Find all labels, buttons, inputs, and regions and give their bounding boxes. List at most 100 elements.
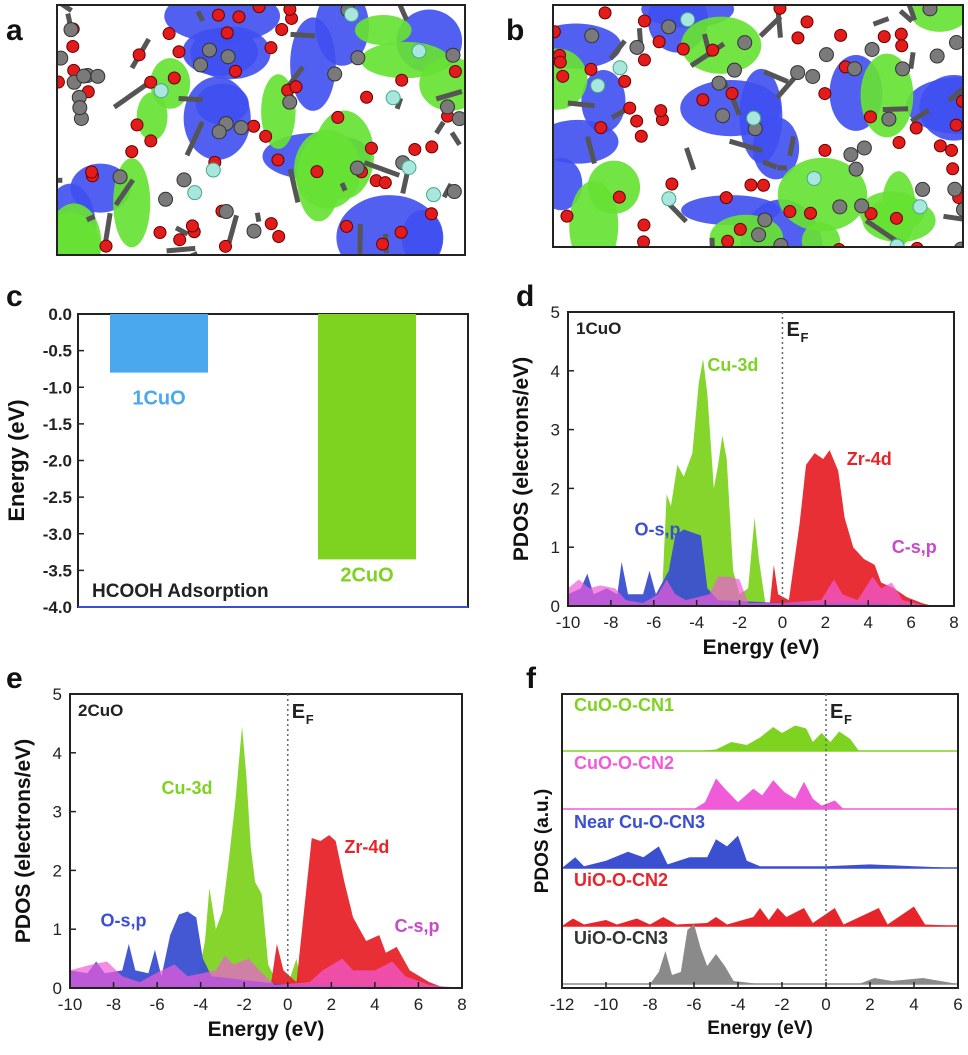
oxygen-atom xyxy=(275,23,289,37)
pdos-fragments-chart: CuO-O-CN1 CuO-O-CN2 Near Cu-O-CN3 UiO-O-CN2… xyxy=(532,693,963,1039)
oxygen-atom xyxy=(833,242,845,246)
carbon-atom xyxy=(929,48,945,64)
x-tick-label: 6 xyxy=(953,995,962,1014)
metal-atom xyxy=(401,159,417,175)
bond xyxy=(435,89,463,102)
panel-letter-b: b xyxy=(506,14,525,47)
oxygen-atom xyxy=(889,211,903,225)
carbon-atom xyxy=(72,100,88,116)
metal-atom xyxy=(411,43,427,59)
carbon-atom xyxy=(90,68,106,84)
bond xyxy=(762,159,778,170)
bond xyxy=(166,245,196,254)
carbon-atom xyxy=(956,202,962,217)
green-isosurface-lobe xyxy=(360,41,450,79)
fermi-subscript: F xyxy=(844,712,852,727)
bond xyxy=(85,214,96,223)
carbon-atom xyxy=(854,198,870,214)
series-label: Cu-3d xyxy=(161,778,212,798)
oxygen-atom xyxy=(162,27,176,41)
bond xyxy=(112,81,149,110)
carbon-atom xyxy=(327,66,343,82)
carbon-atom xyxy=(233,120,249,136)
plot-frame xyxy=(561,693,959,989)
x-tick-label: -10 xyxy=(594,995,619,1014)
oxygen-atom xyxy=(706,43,720,57)
oxygen-atom xyxy=(247,119,261,133)
charge-density-image-b xyxy=(552,4,964,248)
oxygen-atom xyxy=(933,139,947,153)
oxygen-atom xyxy=(220,26,234,40)
series-label: Zr-4d xyxy=(847,449,892,469)
carbon-atom xyxy=(112,169,128,185)
series-label: UiO-O-CN3 xyxy=(574,928,668,948)
panel-letter-c: c xyxy=(6,280,23,313)
carbon-atom xyxy=(915,181,931,197)
carbon-atom xyxy=(737,35,753,51)
carbon-atom xyxy=(349,160,365,176)
x-tick-label: -10 xyxy=(556,613,581,632)
bond xyxy=(943,213,962,222)
y-axis-label: Energy (eV) xyxy=(4,399,29,521)
oxygen-atom xyxy=(877,30,891,44)
oxygen-atom xyxy=(598,6,612,20)
carbon-atom xyxy=(818,47,834,63)
bond xyxy=(947,86,962,103)
oxygen-atom xyxy=(144,134,158,148)
metal-atom xyxy=(187,185,203,201)
carbon-atom xyxy=(445,47,461,63)
oxygen-atom xyxy=(395,73,409,87)
x-tick-label: -6 xyxy=(646,613,661,632)
x-tick-label: -4 xyxy=(730,995,745,1014)
system-tag: 2CuO xyxy=(78,701,123,720)
metal-atom xyxy=(385,90,401,106)
carbon-atom xyxy=(220,49,236,65)
carbon-atom xyxy=(246,223,262,239)
carbon-atom xyxy=(848,161,864,177)
y-tick-label: -2.5 xyxy=(43,488,72,507)
oxygen-atom xyxy=(448,64,462,78)
bond xyxy=(434,120,446,135)
series-area xyxy=(70,955,462,988)
y-tick-label: 0 xyxy=(551,597,560,616)
bar-label: 1CuO xyxy=(132,388,185,410)
green-isosurface-lobe xyxy=(569,180,619,246)
bond xyxy=(906,6,917,22)
carbon-atom xyxy=(629,39,645,55)
x-tick-label: -8 xyxy=(642,995,657,1014)
y-tick-label: 0 xyxy=(53,979,62,998)
bond xyxy=(684,147,697,171)
oxygen-atom xyxy=(818,87,832,101)
bond xyxy=(363,160,401,178)
carbon-atom xyxy=(440,99,456,115)
series-label: CuO-O-CN1 xyxy=(574,695,674,715)
x-tick-label: -4 xyxy=(689,613,704,632)
oxygen-atom xyxy=(232,10,246,24)
series-area xyxy=(568,359,954,606)
green-isosurface-lobe xyxy=(354,15,412,46)
oxygen-atom xyxy=(665,177,679,191)
pdos-1cuo-chart: E F -10 -8 -6 -4 -2 0 2 4 6 8 0 1 2 3 4 5 Energy (eV) PDOS … xyxy=(510,303,959,659)
oxygen-atom xyxy=(408,142,422,156)
oxygen-atom xyxy=(719,191,733,205)
series-label: O-s,p xyxy=(634,519,680,539)
oxygen-atom xyxy=(949,118,962,132)
y-tick-label: -3.0 xyxy=(43,525,72,544)
oxygen-atom xyxy=(132,48,146,62)
x-tick-label: 4 xyxy=(863,613,872,632)
oxygen-atom xyxy=(612,190,626,204)
carbon-atom xyxy=(218,204,234,220)
carbon-atom xyxy=(63,22,79,38)
carbon-atom xyxy=(58,50,69,66)
y-tick-label: 0.0 xyxy=(48,305,72,324)
x-tick-label: 6 xyxy=(906,613,915,632)
carbon-atom xyxy=(843,147,859,163)
oxygen-atom xyxy=(125,145,139,159)
carbon-atom xyxy=(948,35,962,51)
x-tick-label: -12 xyxy=(550,995,575,1014)
metal-atom xyxy=(612,60,628,76)
panel-letter-f: f xyxy=(526,662,536,695)
oxygen-atom xyxy=(637,53,651,67)
fermi-label: E xyxy=(830,701,843,723)
x-tick-label: -4 xyxy=(193,995,208,1014)
